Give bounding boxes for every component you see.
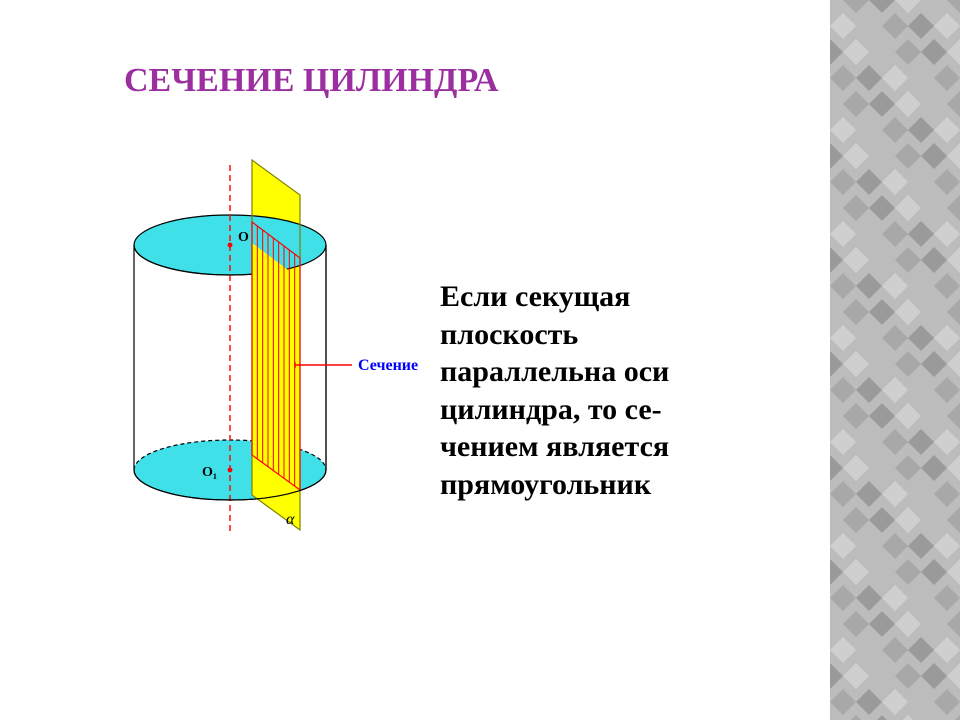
svg-text:α: α	[286, 511, 295, 528]
body-line: прямоугольник	[440, 466, 810, 504]
cylinder-diagram: Сечение O O₁ α	[90, 140, 430, 560]
svg-text:O: O	[238, 230, 249, 245]
content-area: СЕЧЕНИЕ ЦИЛИНДРА Если секущаяплоскостьпа…	[0, 0, 830, 720]
decorative-sidebar	[830, 0, 960, 720]
body-line: Если секущая	[440, 278, 810, 316]
body-line: цилиндра, то се-	[440, 391, 810, 429]
body-line: параллельна оси	[440, 353, 810, 391]
svg-text:O₁: O₁	[202, 465, 217, 480]
slide: СЕЧЕНИЕ ЦИЛИНДРА Если секущаяплоскостьпа…	[0, 0, 960, 720]
body-line: чением является	[440, 428, 810, 466]
body-line: плоскость	[440, 316, 810, 354]
svg-text:Сечение: Сечение	[358, 357, 418, 374]
page-title: СЕЧЕНИЕ ЦИЛИНДРА	[124, 62, 498, 100]
diagram-svg: Сечение O O₁ α	[90, 140, 430, 560]
body-text: Если секущаяплоскостьпараллельна осицили…	[440, 278, 810, 503]
sidebar-pattern	[830, 0, 960, 720]
